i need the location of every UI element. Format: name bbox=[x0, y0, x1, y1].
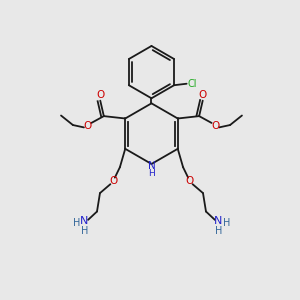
Text: H: H bbox=[148, 169, 155, 178]
Text: N: N bbox=[214, 216, 223, 226]
Text: Cl: Cl bbox=[188, 79, 197, 89]
Text: N: N bbox=[148, 161, 155, 171]
Text: O: O bbox=[109, 176, 118, 186]
Text: O: O bbox=[83, 121, 92, 131]
Text: H: H bbox=[81, 226, 88, 236]
Text: N: N bbox=[80, 216, 89, 226]
Text: O: O bbox=[185, 176, 194, 186]
Text: H: H bbox=[73, 218, 80, 228]
Text: O: O bbox=[212, 121, 220, 131]
Text: H: H bbox=[223, 218, 230, 228]
Text: O: O bbox=[199, 90, 207, 100]
Text: H: H bbox=[215, 226, 222, 236]
Text: O: O bbox=[96, 90, 104, 100]
